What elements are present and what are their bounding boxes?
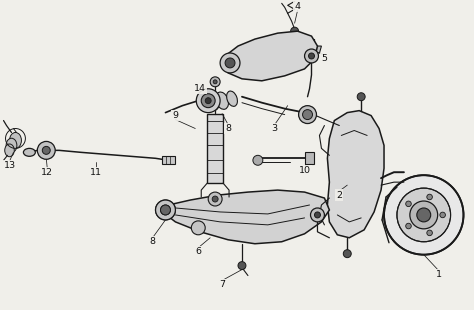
Circle shape <box>343 250 351 258</box>
Text: 6: 6 <box>195 247 201 256</box>
Text: 11: 11 <box>90 168 102 177</box>
Circle shape <box>314 212 320 218</box>
Text: 8: 8 <box>150 237 155 246</box>
Circle shape <box>299 106 317 124</box>
Circle shape <box>238 262 246 270</box>
Text: 7: 7 <box>219 280 225 289</box>
Circle shape <box>310 208 324 222</box>
Circle shape <box>191 221 205 235</box>
Text: 13: 13 <box>3 161 16 170</box>
Circle shape <box>357 93 365 101</box>
Polygon shape <box>158 190 329 244</box>
Circle shape <box>208 192 222 206</box>
Circle shape <box>155 200 175 220</box>
Circle shape <box>440 212 446 218</box>
Polygon shape <box>222 31 318 81</box>
Circle shape <box>384 175 464 255</box>
Text: 1: 1 <box>436 270 442 279</box>
Text: 9: 9 <box>173 111 178 120</box>
Circle shape <box>406 201 411 207</box>
Circle shape <box>305 49 319 63</box>
Circle shape <box>220 53 240 73</box>
Text: 10: 10 <box>299 166 310 175</box>
Circle shape <box>291 27 299 35</box>
Text: 14: 14 <box>194 84 206 93</box>
Circle shape <box>37 141 55 159</box>
Ellipse shape <box>6 138 17 153</box>
Circle shape <box>213 80 217 84</box>
Circle shape <box>417 208 431 222</box>
Ellipse shape <box>5 144 14 157</box>
Text: 3: 3 <box>272 124 278 133</box>
Circle shape <box>155 200 175 220</box>
Circle shape <box>161 205 171 215</box>
Circle shape <box>253 155 263 165</box>
Circle shape <box>410 201 438 229</box>
Circle shape <box>406 223 411 229</box>
Circle shape <box>309 53 314 59</box>
Circle shape <box>427 194 432 200</box>
Polygon shape <box>328 111 384 238</box>
Ellipse shape <box>205 91 219 110</box>
Ellipse shape <box>9 132 21 148</box>
Text: 12: 12 <box>41 168 53 177</box>
Circle shape <box>201 94 215 108</box>
Circle shape <box>302 110 312 120</box>
Circle shape <box>161 205 171 215</box>
Circle shape <box>196 89 220 113</box>
Text: 8: 8 <box>225 124 231 133</box>
Polygon shape <box>305 152 314 164</box>
Text: 4: 4 <box>295 2 301 11</box>
Circle shape <box>225 58 235 68</box>
Ellipse shape <box>23 148 36 156</box>
Circle shape <box>427 230 432 236</box>
Circle shape <box>210 77 220 87</box>
Ellipse shape <box>216 92 228 109</box>
Text: 2: 2 <box>337 191 342 200</box>
Circle shape <box>42 146 50 154</box>
Circle shape <box>397 188 451 242</box>
Polygon shape <box>207 113 223 183</box>
Polygon shape <box>310 46 321 53</box>
Circle shape <box>205 98 211 104</box>
Circle shape <box>212 196 218 202</box>
Ellipse shape <box>227 91 237 106</box>
Polygon shape <box>163 156 175 164</box>
Text: 5: 5 <box>321 55 328 64</box>
